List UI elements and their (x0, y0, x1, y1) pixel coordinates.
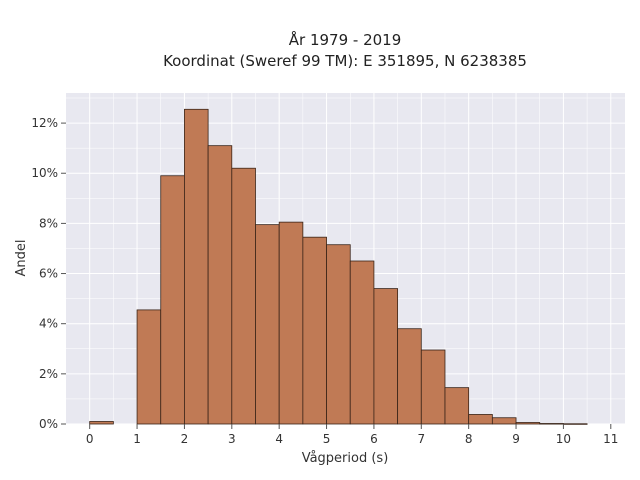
x-tick-label: 4 (275, 432, 283, 446)
x-tick-label: 3 (228, 432, 236, 446)
y-axis-ticks: 0% 2% 4% 6% 8% 10% 12% (31, 116, 66, 431)
x-tick-label: 10 (556, 432, 571, 446)
y-tick-label: 4% (39, 317, 58, 331)
x-tick-label: 7 (417, 432, 425, 446)
histogram-bar (373, 288, 399, 425)
x-tick-label: 8 (465, 432, 473, 446)
y-tick-label: 12% (31, 116, 58, 130)
histogram-bar (278, 221, 304, 425)
x-tick-label: 5 (323, 432, 331, 446)
histogram-bar (420, 349, 446, 425)
y-tick-label: 2% (39, 367, 58, 381)
y-tick-label: 6% (39, 267, 58, 281)
x-tick-label: 0 (86, 432, 94, 446)
histogram-bar (89, 421, 114, 425)
x-axis-label: Vågperiod (s) (302, 451, 389, 466)
x-tick-label: 9 (512, 432, 520, 446)
x-tick-label: 1 (133, 432, 141, 446)
y-tick-label: 8% (39, 216, 58, 230)
histogram-bar (207, 145, 233, 425)
x-tick-label: 6 (370, 432, 378, 446)
histogram-bar (326, 244, 351, 425)
histogram-bar (302, 236, 327, 425)
x-tick-label: 2 (181, 432, 189, 446)
y-tick-label: 0% (39, 417, 58, 431)
histogram-bar (539, 423, 564, 425)
y-axis-label: Andel (14, 240, 29, 277)
histogram-bar (184, 108, 209, 425)
histogram-bar (491, 417, 517, 425)
histogram-bar (563, 423, 588, 425)
histogram-bar (444, 387, 470, 425)
chart-title-line-2: Koordinat (Sweref 99 TM): E 351895, N 62… (163, 52, 527, 70)
histogram-bar (255, 224, 280, 425)
histogram-bar (160, 175, 185, 425)
chart-title-line-1: År 1979 - 2019 (289, 30, 402, 49)
histogram-bar (349, 260, 375, 425)
histogram-bar (468, 414, 493, 425)
y-tick-label: 10% (31, 166, 58, 180)
histogram-bar (515, 422, 541, 425)
x-tick-label: 11 (603, 432, 618, 446)
x-axis-ticks: 0 1 2 3 4 5 6 7 8 9 10 11 (86, 424, 618, 446)
histogram-bar (136, 309, 162, 425)
histogram-bars (89, 108, 588, 425)
histogram-bar (231, 167, 256, 425)
histogram-bar (397, 328, 422, 425)
